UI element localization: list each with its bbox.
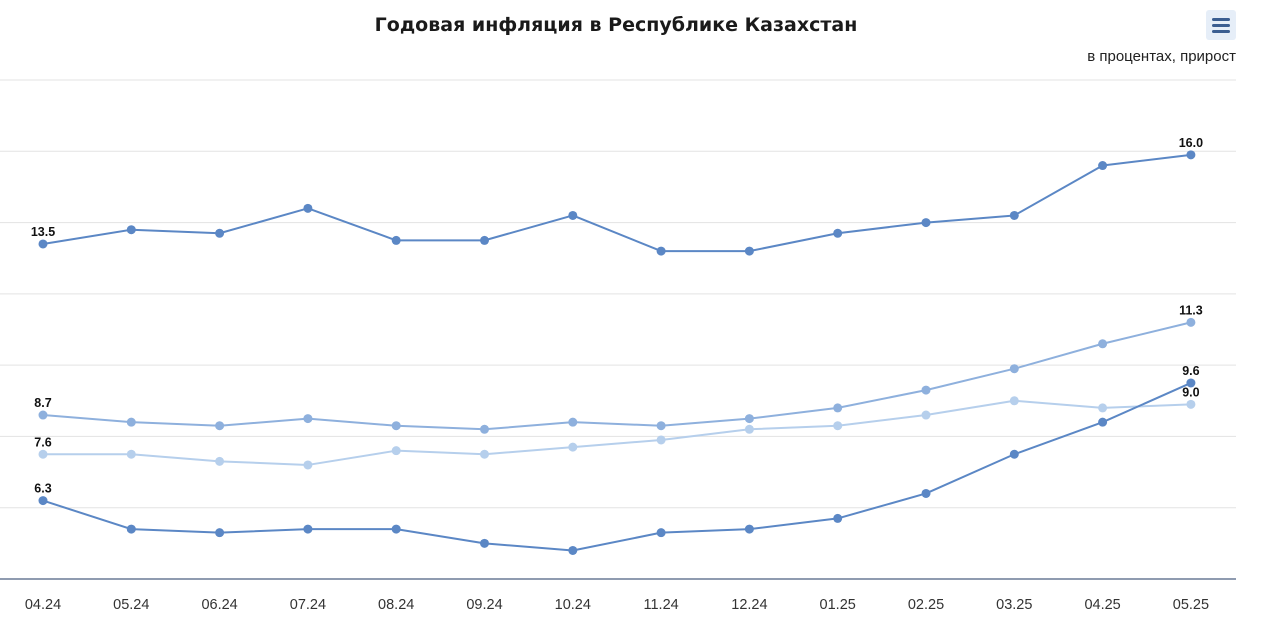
data-point[interactable] — [1098, 161, 1108, 171]
x-tick-label: 02.25 — [908, 597, 944, 613]
data-point[interactable] — [215, 456, 225, 466]
data-point[interactable] — [833, 421, 843, 431]
series-group — [38, 150, 1196, 555]
x-tick-label: 11.24 — [643, 597, 678, 613]
x-tick-label: 09.24 — [466, 597, 502, 613]
x-tick-label: 07.24 — [290, 597, 326, 613]
data-point[interactable] — [1186, 317, 1196, 327]
data-point[interactable] — [1186, 399, 1196, 409]
data-point[interactable] — [921, 218, 931, 228]
data-point[interactable] — [303, 203, 313, 213]
data-point[interactable] — [38, 410, 48, 420]
data-label: 9.0 — [1182, 385, 1199, 399]
data-point[interactable] — [1186, 378, 1196, 388]
x-tick-label: 05.25 — [1173, 597, 1209, 613]
data-point[interactable] — [480, 538, 489, 548]
data-point[interactable] — [744, 524, 754, 534]
data-point[interactable] — [744, 246, 754, 256]
data-point[interactable] — [303, 414, 313, 424]
series-line — [43, 399, 1191, 466]
data-point[interactable] — [391, 446, 401, 456]
data-point[interactable] — [215, 421, 225, 431]
data-point[interactable] — [656, 435, 666, 445]
data-point[interactable] — [656, 246, 666, 256]
x-tick-label: 05.24 — [113, 597, 149, 613]
data-point[interactable] — [1186, 150, 1196, 160]
data-point[interactable] — [1098, 339, 1108, 349]
chart-subtitle: в процентах, прирост — [1087, 48, 1236, 65]
data-point[interactable] — [126, 225, 136, 235]
x-tick-label: 10.24 — [555, 597, 591, 613]
chart-title: Годовая инфляция в Республике Казахстан — [374, 14, 858, 36]
data-point[interactable] — [38, 496, 48, 506]
data-point[interactable] — [480, 235, 489, 245]
data-point[interactable] — [833, 513, 843, 523]
data-point[interactable] — [38, 239, 48, 249]
data-point[interactable] — [303, 460, 313, 470]
data-point[interactable] — [744, 414, 754, 424]
data-point[interactable] — [126, 449, 136, 459]
data-point[interactable] — [480, 449, 489, 459]
grid-lines — [0, 79, 1236, 580]
data-label: 11.3 — [1179, 303, 1203, 317]
data-point[interactable] — [480, 424, 489, 434]
data-point[interactable] — [1098, 417, 1108, 427]
data-point[interactable] — [1009, 396, 1019, 406]
x-tick-label: 04.24 — [25, 597, 61, 613]
data-point[interactable] — [568, 545, 578, 555]
data-point[interactable] — [391, 235, 401, 245]
data-point[interactable] — [833, 403, 843, 413]
data-label: 7.6 — [34, 435, 51, 449]
data-point[interactable] — [568, 442, 578, 452]
data-label: 16.0 — [1179, 136, 1203, 150]
series-line — [42, 321, 1192, 431]
series-4 — [38, 378, 1196, 555]
x-tick-label: 08.24 — [378, 597, 414, 613]
data-point[interactable] — [1009, 364, 1019, 374]
data-point[interactable] — [921, 410, 931, 420]
data-point[interactable] — [656, 528, 666, 538]
data-point[interactable] — [391, 421, 401, 431]
data-point[interactable] — [568, 210, 578, 220]
x-tick-label: 03.25 — [996, 597, 1032, 613]
series-line — [42, 382, 1192, 552]
data-label: 9.6 — [1182, 364, 1199, 378]
data-point[interactable] — [126, 417, 136, 427]
data-point[interactable] — [568, 417, 578, 427]
data-point[interactable] — [215, 228, 225, 238]
series-2 — [38, 317, 1196, 434]
x-tick-label: 12.24 — [731, 597, 767, 613]
data-label: 6.3 — [34, 482, 51, 496]
data-point[interactable] — [303, 524, 313, 534]
data-labels: 13.5 16.0 8.7 11.3 7.6 9.0 6.3 9.6 — [31, 136, 1203, 496]
data-point[interactable] — [833, 228, 843, 238]
data-point[interactable] — [1009, 210, 1019, 220]
hamburger-menu-icon[interactable] — [1206, 10, 1236, 40]
data-point[interactable] — [921, 488, 931, 498]
data-point[interactable] — [921, 385, 931, 395]
x-axis: 04.24 05.24 06.24 07.24 08.24 09.24 10.24 11.24… — [25, 597, 1209, 613]
data-point[interactable] — [1009, 449, 1019, 459]
x-tick-label: 01.25 — [820, 597, 856, 613]
data-label: 8.7 — [34, 396, 51, 410]
x-tick-label: 06.24 — [201, 597, 237, 613]
data-point[interactable] — [38, 449, 48, 459]
x-tick-label: 04.25 — [1084, 597, 1120, 613]
series-line — [42, 153, 1192, 253]
data-point[interactable] — [744, 424, 754, 434]
data-point[interactable] — [126, 524, 136, 534]
series-1 — [38, 150, 1196, 256]
series-3 — [38, 396, 1196, 470]
data-point[interactable] — [1098, 403, 1108, 413]
data-point[interactable] — [215, 528, 225, 538]
data-point[interactable] — [391, 524, 401, 534]
data-label: 13.5 — [31, 225, 55, 239]
data-point[interactable] — [656, 421, 666, 431]
